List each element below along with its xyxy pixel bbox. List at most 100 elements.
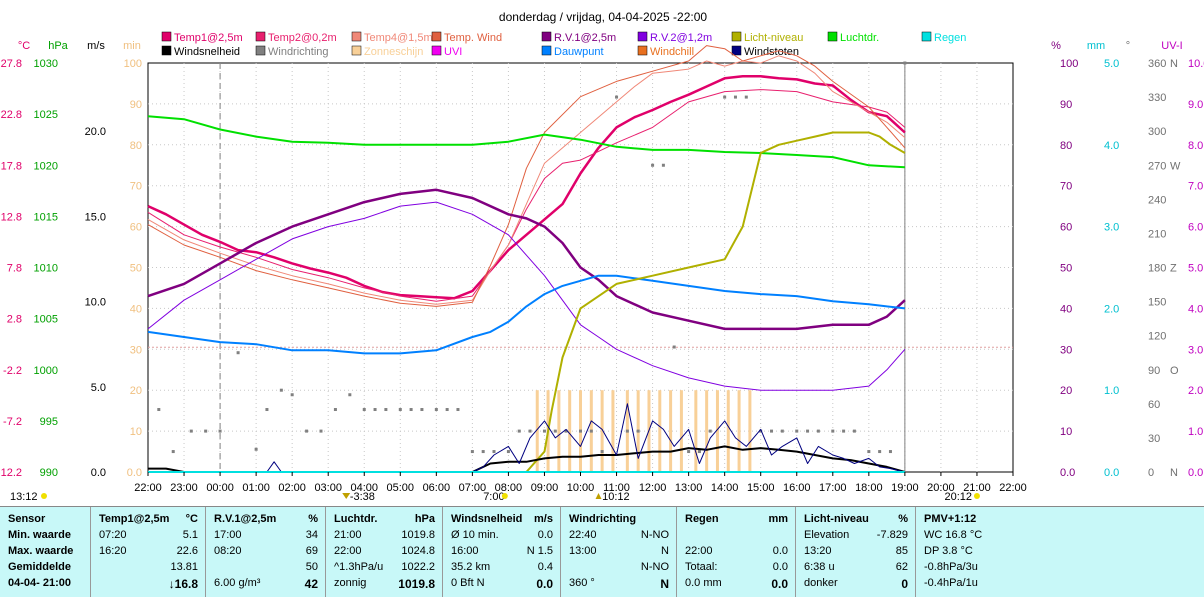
axis-tick-direction_deg: 300 (1148, 126, 1166, 138)
axis-tick-direction_deg: 210 (1148, 228, 1166, 240)
axis-tick-uv: 2.0 (1188, 385, 1203, 397)
wind-direction-point (470, 450, 474, 454)
table-header: Windrichting (569, 513, 637, 525)
sunrise-label: 7:00 (483, 491, 504, 503)
table-value: 1019.8 (398, 577, 435, 591)
legend-label: R.V.1@2,5m (554, 32, 616, 44)
axis-tick-uv: 6.0 (1188, 222, 1203, 234)
table-cell: zonnig (334, 577, 367, 589)
sunshine-bar (658, 390, 662, 472)
wind-direction-point (333, 408, 337, 412)
table-cell: -0.8hPa/3u (924, 561, 978, 573)
legend-swatch (351, 45, 362, 56)
x-tick-label: 19:00 (891, 482, 919, 494)
axis-tick-rain_mm: 2.0 (1104, 303, 1119, 315)
axis-tick-wind_ms: 5.0 (91, 382, 106, 394)
legend-label: Licht-niveau (744, 32, 803, 44)
table-value: N-NO (640, 561, 669, 573)
legend-swatch (431, 31, 442, 42)
wind-direction-point (687, 450, 691, 454)
axis-tick-lux_min: 0.0 (127, 467, 142, 479)
table-column: Licht-niveau% Elevation -7.829 13:20 85 6:38 … (795, 507, 916, 597)
axis-tick-lux_min: 30 (130, 344, 142, 356)
axis-tick-direction_deg: 180 (1148, 263, 1166, 275)
axis-tick-lux_min: 90 (130, 99, 142, 111)
series-line (147, 274, 906, 355)
table-value: 0.0 (772, 545, 788, 557)
x-tick-label: 16:00 (783, 482, 811, 494)
table-value: 42 (304, 577, 318, 591)
sun-icon (41, 493, 47, 499)
axis-tick-rain_mm: 4.0 (1104, 140, 1119, 152)
wind-direction-point (204, 429, 208, 433)
x-tick-label: 08:00 (495, 482, 523, 494)
x-tick-label: 21:00 (963, 482, 991, 494)
x-tick-label: 00:00 (206, 482, 234, 494)
table-header: Sensor (8, 513, 46, 525)
wind-direction-point (279, 388, 283, 392)
wind-direction-point (384, 408, 388, 412)
chart-title: donderdag / vrijdag, 04-04-2025 -22:00 (499, 10, 707, 24)
axis-tick-temp_C: 2.8 (7, 314, 22, 326)
table-cell: 16:00 (451, 545, 479, 557)
legend-label: Temp2@0,2m (268, 32, 337, 44)
axis-tick-humidity_pct: 60 (1060, 222, 1072, 234)
table-cell: 0.0 mm (685, 577, 722, 589)
table-value: N 1.5 (526, 545, 553, 557)
wind-direction-point (236, 351, 240, 355)
axis-tick-humidity_pct: 30 (1060, 344, 1072, 356)
wind-direction-point (867, 450, 871, 454)
x-tick-label: 14:00 (711, 482, 739, 494)
wind-direction-point (579, 429, 582, 433)
table-cell: 07:20 (99, 529, 127, 541)
table-header: R.V.1@2,5m (214, 513, 277, 525)
x-tick-label: 22:00 (999, 482, 1027, 494)
compass-label: W (1170, 160, 1181, 172)
wind-direction-point (409, 408, 413, 412)
axis-tick-humidity_pct: 20 (1060, 385, 1072, 397)
x-tick-label: 15:00 (747, 482, 775, 494)
summary-table: Sensor Min. waarde Max. waarde Gemiddelde 04… (0, 506, 1204, 597)
table-cell: DP 3.8 °C (924, 545, 973, 557)
table-value: 0.0 (537, 529, 553, 541)
series-line (147, 188, 906, 331)
x-tick-label: 04:00 (350, 482, 378, 494)
legend: Temp1@2,5m Temp2@0,2m Temp4@1,5m Temp. Wind… (161, 31, 966, 58)
wind-direction-point (806, 429, 810, 433)
axis-tick-uv: 0.0 (1188, 467, 1203, 479)
axis-tick-uv: 4.0 (1188, 303, 1203, 315)
x-tick-label: 20:00 (927, 482, 955, 494)
table-value: 0.4 (537, 561, 553, 573)
series-line (147, 55, 906, 305)
table-value: 0.0 (771, 577, 788, 591)
wind-direction-point (636, 429, 640, 433)
axis-tick-temp_C: 22.8 (1, 109, 22, 121)
series-line (147, 75, 906, 300)
sunshine-bar (568, 390, 572, 472)
axis-tick-direction_deg: 330 (1148, 92, 1166, 104)
legend-label: Dauwpunt (554, 46, 604, 58)
legend-swatch (637, 45, 648, 56)
wind-direction-point (542, 429, 546, 433)
wind-direction-point (348, 393, 352, 397)
x-tick-label: 02:00 (278, 482, 306, 494)
wind-direction-point (157, 408, 161, 412)
table-value: N-NO (640, 529, 669, 541)
table-cell: 08:20 (214, 545, 242, 557)
table-value: 1024.8 (401, 545, 435, 557)
table-header: Luchtdr. (334, 513, 378, 525)
wind-direction-point (305, 429, 309, 433)
wind-direction-point (189, 429, 193, 433)
wind-direction-point (780, 429, 784, 433)
legend-swatch (255, 45, 266, 56)
wind-direction-point (672, 345, 676, 349)
axis-tick-temp_C: -7.2 (3, 416, 22, 428)
sunshine-bar (600, 390, 604, 472)
wind-direction-point (362, 408, 366, 412)
axis-tick-lux_min: 10 (130, 426, 142, 438)
compass-label: Z (1170, 263, 1177, 275)
compass-label: N (1170, 58, 1178, 70)
axis-tick-rain_mm: 5.0 (1104, 58, 1119, 70)
wind-direction-point (373, 408, 377, 412)
axis-tick-uv: 5.0 (1188, 263, 1203, 275)
